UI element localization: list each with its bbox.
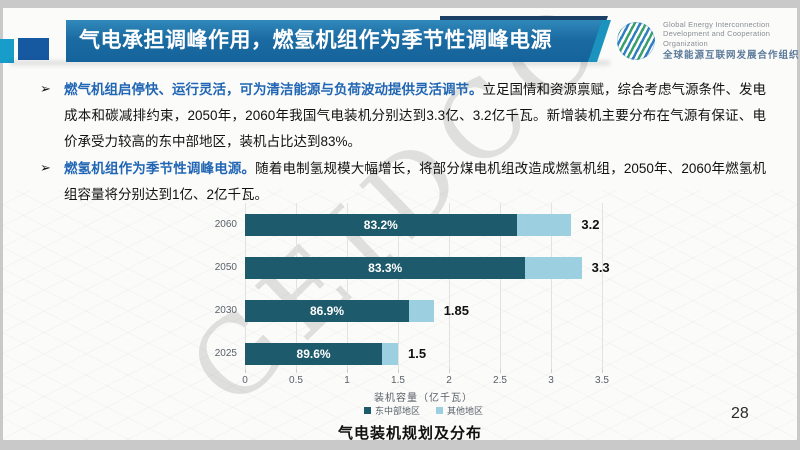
gridline [296,203,297,369]
bar-row: 2060 83.2% 3.2 [215,214,602,236]
bullet-text-2: 燃氢机组作为季节性调峰电源。随着电制氢规模大幅增长，将部分煤电机组改造成燃氢机组… [64,156,766,208]
bar-total-label: 1.5 [408,346,427,361]
bar-segment-east [245,343,383,365]
y-axis-label: 2060 [214,219,237,230]
bar-percent-label: 89.6% [296,347,331,361]
bullet-arrow-icon: ➢ [40,81,51,96]
y-axis-label: 2025 [214,348,237,359]
bar-row: 2030 86.9% 1.85 [215,300,602,322]
globe-icon [617,22,655,60]
bar-segment-other [525,257,582,279]
x-tick-mark [296,369,297,373]
x-tick-mark [245,369,246,373]
header-accent-teal-square [0,39,14,63]
organization-logo: Global Energy Interconnection Developmen… [617,20,800,62]
bar-percent-label: 83.2% [363,218,398,232]
chart-caption: 气电装机规划及分布 [337,425,482,442]
x-tick-label: 0 [242,375,248,386]
legend-swatch [363,407,371,414]
x-tick-mark [398,369,399,373]
header-accent-blue-square [18,38,49,60]
org-name-en-line1: Global Energy Interconnection [663,20,770,29]
x-tick-label: 3 [548,375,554,386]
bullet-item-1: ➢ 燃气机组启停快、运行灵活，可为清洁能源与负荷波动提供灵活调节。立足国情和资源… [40,77,766,155]
org-name-zh: 全球能源互联网发展合作组织 [663,50,800,62]
bullet-2-body: 随着电制氢规模大幅增长，将部分煤电机组改造成燃氢机组，2050年、2060年燃氢… [64,161,766,202]
page-number: 28 [731,405,749,422]
legend-swatch [436,407,443,414]
y-axis-label: 2030 [214,305,237,316]
x-tick-label: 0.5 [289,375,303,386]
x-tick-label: 3.5 [595,375,609,386]
bar-total-label: 3.3 [591,260,610,275]
bar-segment-east [245,214,517,236]
bullet-2-lead: 燃氢机组作为季节性调峰电源。 [64,161,256,176]
chart-legend: 东中部地区 其他地区 [245,404,602,417]
title-banner-diagonal-stripe [588,20,614,62]
bar-segment-east [245,300,409,322]
x-tick-label: 2.5 [493,375,507,386]
bar-segment-east [245,257,526,279]
y-axis-label: 2050 [214,262,237,273]
bar-segment-other [516,214,572,236]
x-tick-label: 1 [344,375,350,386]
x-axis-title: 装机容量（亿千瓦） [374,393,473,404]
chart-plot: 装机容量（亿千瓦） 东中部地区 其他地区 0 0.5 1 1.5 2 2.5 3 3.5 2060… [215,203,610,416]
slide-title: 气电承担调峰作用，燃氢机组作为季节性调峰电源 [66,20,603,62]
gridline [245,203,246,369]
gridline [602,203,603,369]
legend-item: 东中部地区 [363,404,420,417]
bullet-item-2: ➢ 燃氢机组作为季节性调峰电源。随着电制氢规模大幅增长，将部分煤电机组改造成燃氢… [40,156,766,208]
bullet-arrow-icon: ➢ [40,160,51,175]
x-tick-mark [347,369,348,373]
bar-percent-label: 86.9% [309,304,344,318]
bullet-1-lead: 燃气机组启停快、运行灵活，可为清洁能源与负荷波动提供灵活调节。 [64,82,483,97]
gridline [347,203,348,369]
bar-percent-label: 83.3% [368,261,403,275]
bullet-text-1: 燃气机组启停快、运行灵活，可为清洁能源与负荷波动提供灵活调节。立足国情和资源禀赋… [64,77,766,155]
x-tick-mark [449,369,450,373]
bar-row: 2050 83.3% 3.3 [215,257,610,279]
bar-segment-other [382,343,398,365]
org-name-en-line2: Development and Cooperation Organization [663,29,771,48]
legend-label: 东中部地区 [374,406,420,416]
legend-item: 其他地区 [436,404,483,417]
bar-row: 2025 89.6% 1.5 [215,343,602,365]
x-tick-label: 2 [446,375,452,386]
gridline [500,203,501,369]
x-tick-mark [551,369,552,373]
bar-total-label: 1.85 [443,303,469,318]
organization-name: Global Energy Interconnection Developmen… [663,20,800,62]
bar-segment-other [408,300,434,322]
gridline [449,203,450,369]
x-tick-label: 1.5 [391,375,405,386]
x-tick-mark [602,369,603,373]
x-tick-mark [500,369,501,373]
bullet-1-body: 立足国情和资源禀赋，综合考虑气源条件、发电成本和碳减排约束，2050年，2060… [64,82,766,149]
bar-total-label: 3.2 [581,217,600,232]
gridline [398,203,399,369]
legend-label: 其他地区 [447,406,484,416]
gridline [551,203,552,369]
bullet-list: ➢ 燃气机组启停快、运行灵活，可为清洁能源与负荷波动提供灵活调节。立足国情和资源… [40,77,766,209]
title-banner-shadow [10,61,610,67]
